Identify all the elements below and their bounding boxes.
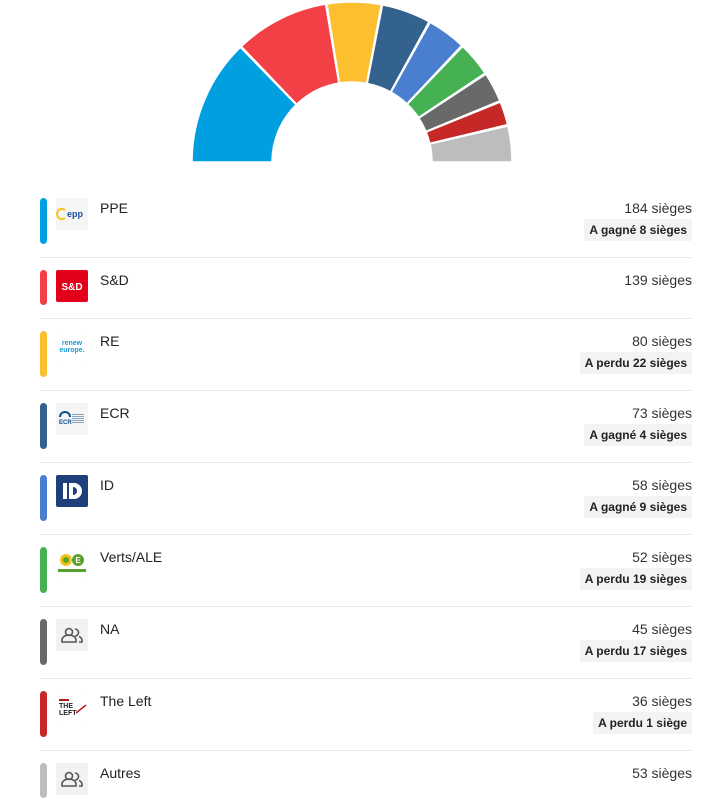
party-row-ecr[interactable]: ECR ECR 73 sièges A gagné 4 sièges bbox=[40, 391, 692, 463]
hemicycle-segment-re[interactable] bbox=[326, 1, 383, 85]
party-name: S&D bbox=[100, 272, 129, 288]
the-left-logo: THE LEFT bbox=[56, 691, 88, 723]
party-name: Verts/ALE bbox=[100, 549, 163, 565]
party-seat-count: 58 sièges bbox=[632, 477, 692, 493]
svg-text:europe.: europe. bbox=[59, 347, 84, 354]
party-seat-count: 53 sièges bbox=[632, 765, 692, 781]
party-seat-count: 45 sièges bbox=[632, 621, 692, 637]
people-icon bbox=[56, 763, 88, 795]
svg-text:E: E bbox=[75, 556, 81, 565]
party-row-verts-ale[interactable]: E Verts/ALE 52 sièges A perdu 19 sièges bbox=[40, 535, 692, 607]
people-icon bbox=[56, 619, 88, 651]
party-seat-count: 73 sièges bbox=[632, 405, 692, 421]
party-name: ID bbox=[100, 477, 114, 493]
party-name: ECR bbox=[100, 405, 130, 421]
hemicycle-segment-s-d[interactable] bbox=[240, 3, 340, 106]
seat-change-badge: A perdu 1 siège bbox=[593, 712, 692, 734]
party-name: The Left bbox=[100, 693, 152, 709]
party-row-id[interactable]: ID 58 sièges A gagné 9 sièges bbox=[40, 463, 692, 535]
party-color-bar bbox=[40, 270, 47, 305]
epp-logo: epp bbox=[56, 198, 88, 230]
party-color-bar bbox=[40, 547, 47, 593]
party-name: NA bbox=[100, 621, 120, 637]
seat-change-badge: A gagné 4 sièges bbox=[584, 424, 692, 446]
seat-change-badge: A gagné 9 sièges bbox=[584, 496, 692, 518]
svg-text:epp: epp bbox=[67, 209, 84, 219]
hemicycle-chart bbox=[0, 0, 717, 170]
svg-text:THE: THE bbox=[59, 703, 73, 710]
hemicycle-segment-ppe[interactable] bbox=[191, 46, 298, 163]
greens-efa-logo: E bbox=[56, 547, 88, 579]
seat-change-badge: A perdu 19 sièges bbox=[579, 568, 692, 590]
ecr-logo: ECR bbox=[56, 403, 88, 435]
party-color-bar bbox=[40, 331, 47, 377]
party-seat-count: 80 sièges bbox=[632, 333, 692, 349]
party-color-bar bbox=[40, 763, 47, 798]
party-row-autres[interactable]: Autres 53 sièges bbox=[40, 751, 692, 811]
party-color-bar bbox=[40, 619, 47, 665]
party-color-bar bbox=[40, 403, 47, 449]
seat-change-badge: A perdu 17 sièges bbox=[579, 640, 692, 662]
seat-change-badge: A gagné 8 sièges bbox=[584, 219, 692, 241]
svg-text:renew: renew bbox=[62, 340, 83, 347]
hemicycle-segment-ecr[interactable] bbox=[366, 4, 430, 93]
party-name: Autres bbox=[100, 765, 141, 781]
party-row-ppe[interactable]: epp PPE 184 sièges A gagné 8 sièges bbox=[40, 186, 692, 258]
renew-europe-logo: renew europe. bbox=[56, 331, 88, 363]
party-seat-count: 52 sièges bbox=[632, 549, 692, 565]
party-name: RE bbox=[100, 333, 120, 349]
party-seat-count: 184 sièges bbox=[624, 200, 692, 216]
id-logo bbox=[56, 475, 88, 507]
svg-text:ECR: ECR bbox=[59, 420, 72, 426]
party-seat-count: 36 sièges bbox=[632, 693, 692, 709]
seat-change-badge: A perdu 22 sièges bbox=[579, 352, 692, 374]
party-row-the-left[interactable]: THE LEFT The Left 36 sièges A perdu 1 siège bbox=[40, 679, 692, 751]
party-row-na[interactable]: NA 45 sièges A perdu 17 sièges bbox=[40, 607, 692, 679]
party-name: PPE bbox=[100, 200, 129, 216]
hemicycle-segment-autres[interactable] bbox=[429, 125, 513, 163]
svg-text:LEFT: LEFT bbox=[59, 710, 77, 717]
sd-logo: S&D bbox=[56, 270, 88, 302]
party-color-bar bbox=[40, 198, 47, 244]
hemicycle-svg bbox=[191, 1, 513, 163]
party-color-bar bbox=[40, 475, 47, 521]
party-color-bar bbox=[40, 691, 47, 737]
party-row-s-d[interactable]: S&D S&D 139 sièges bbox=[40, 258, 692, 319]
party-seat-count: 139 sièges bbox=[624, 272, 692, 288]
svg-text:S&D: S&D bbox=[61, 282, 82, 293]
party-row-re[interactable]: renew europe. RE 80 sièges A perdu 22 sièges bbox=[40, 319, 692, 391]
party-list: epp PPE 184 sièges A gagné 8 sièges S&D S&D 13… bbox=[40, 186, 692, 811]
